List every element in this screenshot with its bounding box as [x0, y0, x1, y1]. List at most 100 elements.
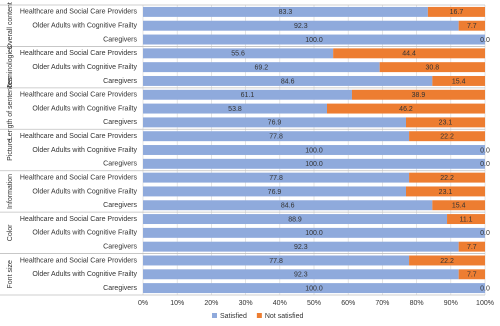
value-label: 55.6 [231, 51, 245, 58]
category-label: Caregivers [103, 244, 137, 251]
x-tick-label: 70% [375, 300, 389, 307]
bar-segment [458, 241, 485, 252]
bar-segment [405, 186, 485, 197]
value-label: 44.4 [402, 51, 416, 58]
legend-swatch [212, 313, 217, 318]
bar-segment [143, 117, 406, 128]
bar-segment [409, 255, 485, 266]
category-label: Caregivers [103, 36, 137, 43]
value-label: 15.4 [452, 203, 466, 210]
x-tick-label: 30% [239, 300, 253, 307]
category-label: Healthcare and Social Care Providers [20, 133, 138, 140]
value-label: 0.0 [480, 37, 490, 44]
group-label: Terminologies [7, 45, 14, 89]
bar-segment [432, 200, 485, 211]
value-label: 100.0 [305, 285, 323, 292]
bar-segment [333, 48, 485, 59]
x-tick-label: 20% [204, 300, 218, 307]
bar-segment [143, 103, 327, 114]
x-tick-label: 40% [273, 300, 287, 307]
group-label: Length of sentences [7, 77, 14, 141]
group-label: Information [7, 174, 14, 209]
bar-segment [143, 6, 428, 17]
bar-segment [427, 6, 485, 17]
legend-swatch [256, 313, 262, 318]
bar-segment [143, 214, 448, 225]
category-label: Healthcare and Social Care Providers [20, 216, 138, 223]
x-tick-label: 90% [444, 300, 458, 307]
category-label: Older Adults with Cognitive Frailty [32, 23, 137, 30]
bar-segment [143, 89, 352, 100]
value-label: 0.0 [480, 285, 490, 292]
x-tick-label: 0% [138, 300, 148, 307]
x-tick-label: 10% [170, 300, 184, 307]
legend-label: Not satisfied [265, 313, 304, 320]
category-label: Older Adults with Cognitive Frailty [32, 230, 137, 237]
value-label: 84.6 [281, 78, 295, 85]
value-label: 88.9 [288, 216, 302, 223]
value-label: 69.2 [255, 64, 269, 71]
bar-segment [143, 255, 410, 266]
value-label: 0.0 [480, 230, 490, 237]
bar-segment [326, 103, 485, 114]
bar-segment [143, 269, 459, 280]
bar-segment [351, 89, 485, 100]
value-label: 76.9 [268, 189, 282, 196]
bar-segment [143, 48, 334, 59]
bar-segment [143, 20, 459, 31]
value-label: 22.2 [440, 134, 454, 141]
bar-segment [143, 34, 485, 45]
bar-segment [405, 117, 485, 128]
category-label: Caregivers [103, 78, 137, 85]
category-label: Older Adults with Cognitive Frailty [32, 64, 137, 71]
category-label: Healthcare and Social Care Providers [20, 9, 138, 16]
legend-label: Satisfied [220, 313, 247, 320]
bar-segment [143, 131, 410, 142]
value-label: 7.7 [467, 272, 477, 279]
bar-segment [143, 75, 433, 86]
bar-segment [432, 75, 485, 86]
category-label: Older Adults with Cognitive Frailty [32, 105, 137, 112]
value-label: 22.2 [440, 175, 454, 182]
group-label: Font size [7, 260, 14, 289]
value-label: 61.1 [241, 92, 255, 99]
x-tick-label: 60% [341, 300, 355, 307]
bar-segment [458, 269, 485, 280]
value-label: 23.1 [439, 189, 453, 196]
category-label: Caregivers [103, 202, 137, 209]
category-label: Healthcare and Social Care Providers [20, 257, 138, 264]
value-label: 30.8 [426, 64, 440, 71]
value-label: 92.3 [294, 272, 308, 279]
bar-segment [409, 131, 485, 142]
bar-segment [143, 145, 485, 155]
value-label: 16.7 [450, 9, 464, 16]
group-label: Overall content [7, 2, 14, 49]
category-label: Older Adults with Cognitive Frailty [32, 271, 137, 278]
value-label: 23.1 [439, 120, 453, 127]
value-label: 38.9 [412, 92, 426, 99]
value-label: 0.0 [480, 161, 490, 168]
category-label: Healthcare and Social Care Providers [20, 92, 138, 99]
group-label: Color [7, 224, 14, 241]
value-label: 92.3 [294, 23, 308, 30]
value-label: 77.8 [269, 175, 283, 182]
value-label: 77.8 [269, 258, 283, 265]
value-label: 7.7 [467, 23, 477, 30]
value-label: 84.6 [281, 203, 295, 210]
value-label: 100.0 [305, 147, 323, 154]
bar-segment [143, 227, 485, 238]
value-label: 22.2 [440, 258, 454, 265]
bar-segment [143, 283, 485, 294]
category-label: Healthcare and Social Care Providers [20, 50, 138, 57]
value-label: 100.0 [305, 161, 323, 168]
x-tick-label: 100% [476, 300, 494, 307]
group-label: Picture [7, 139, 14, 161]
bar-segment [409, 172, 485, 183]
category-label: Older Adults with Cognitive Frailty [32, 147, 137, 154]
bar-segment [379, 62, 485, 73]
value-label: 15.4 [452, 78, 466, 85]
category-label: Caregivers [103, 119, 137, 126]
bar-segment [143, 186, 406, 197]
category-label: Caregivers [103, 161, 137, 168]
